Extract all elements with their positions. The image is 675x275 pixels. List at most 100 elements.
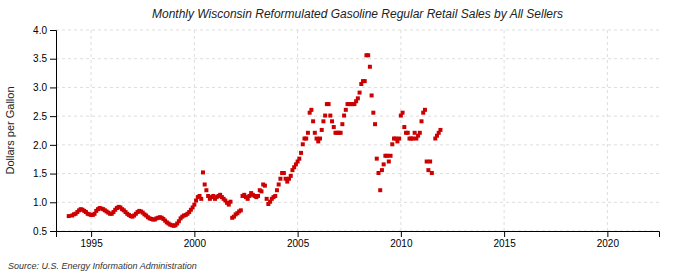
tick: 2020: [597, 231, 620, 249]
point: [342, 114, 346, 118]
point: [306, 131, 310, 135]
grid-line-y: [56, 202, 659, 203]
axis-line: [57, 232, 660, 238]
point: [275, 188, 279, 192]
tick-label: 3.5: [33, 53, 47, 64]
tick-label: 1.0: [33, 197, 47, 208]
grid-line-y: [56, 30, 659, 31]
point: [265, 197, 269, 201]
point: [332, 125, 336, 129]
grid-line-y: [56, 173, 659, 174]
tick: 3.5: [33, 53, 56, 64]
point: [344, 108, 348, 112]
point: [278, 177, 282, 181]
point: [385, 154, 389, 158]
chart-container: 1995 2000 2005 2010 2015 2020 0.5 1.0 1.5 2.0 2.5 3…: [0, 0, 675, 275]
grid-line-y: [56, 87, 659, 88]
point: [382, 162, 386, 166]
grid-line-y: [56, 58, 659, 59]
point: [192, 203, 196, 207]
tick: 1.5: [33, 168, 56, 179]
point: [256, 194, 260, 198]
point: [204, 188, 208, 192]
tick-mark: [50, 174, 56, 175]
point: [411, 137, 415, 141]
point: [397, 137, 401, 141]
point: [402, 125, 406, 129]
point: [413, 131, 417, 135]
points: [67, 53, 443, 228]
point: [358, 91, 362, 95]
grid-line-x: [504, 30, 505, 231]
grid-line-x: [607, 30, 608, 231]
point: [304, 137, 308, 141]
title: Monthly Wisconsin Reformulated Gasoline …: [152, 7, 563, 21]
point: [321, 119, 325, 123]
point: [239, 208, 243, 212]
tick: 4.0: [33, 25, 56, 36]
point: [378, 188, 382, 192]
grid-line-y: [56, 116, 659, 117]
tick: 0.5: [33, 226, 56, 237]
point: [330, 119, 334, 123]
tick: 1995: [80, 231, 103, 249]
point: [289, 174, 293, 178]
point: [228, 200, 232, 204]
point: [375, 157, 379, 161]
tick-mark: [50, 231, 56, 232]
tick-label: 2.0: [33, 140, 47, 151]
tick-mark: [298, 231, 299, 237]
tick-mark: [50, 116, 56, 117]
tick-label: 1995: [80, 238, 103, 249]
point: [282, 171, 286, 175]
point: [318, 137, 322, 141]
tick-label: 2005: [287, 238, 310, 249]
point: [430, 171, 434, 175]
tick-mark: [401, 231, 402, 237]
tick: 3.0: [33, 82, 56, 93]
point: [203, 182, 207, 186]
chart-svg: 1995 2000 2005 2010 2015 2020 0.5 1.0 1.5 2.0 2.5 3…: [0, 0, 675, 275]
point: [428, 160, 432, 164]
point: [401, 111, 405, 115]
point: [389, 154, 393, 158]
annotation: Source: U.S. Energy Information Administ…: [8, 261, 197, 271]
point: [377, 171, 381, 175]
point: [368, 65, 372, 69]
tick-label: 0.5: [33, 226, 47, 237]
point: [340, 122, 344, 126]
tick-label: 2015: [493, 238, 516, 249]
point: [259, 189, 263, 193]
tick-mark: [50, 87, 56, 88]
tick: 2005: [287, 231, 310, 249]
tick-mark: [50, 30, 56, 31]
point: [309, 108, 313, 112]
grid-line-x: [297, 30, 298, 231]
y-axis-title: Dollars per Gallon: [4, 86, 16, 174]
point: [301, 142, 305, 146]
y-axis: 0.5 1.0 1.5 2.0 2.5 3.0 3.5 4.0: [33, 25, 56, 237]
point: [323, 114, 327, 118]
point: [201, 170, 205, 174]
point: [438, 128, 442, 132]
tick-mark: [50, 202, 56, 203]
tick-label: 2000: [184, 238, 207, 249]
tick: 2010: [390, 231, 413, 249]
point: [299, 151, 303, 155]
tick-mark: [50, 145, 56, 146]
tick: 2.0: [33, 140, 56, 151]
point: [406, 131, 410, 135]
tick-mark: [194, 231, 195, 237]
point: [380, 168, 384, 172]
grid: [56, 30, 659, 231]
point: [194, 199, 198, 203]
point: [418, 131, 422, 135]
tick-label: 2.5: [33, 111, 47, 122]
point: [67, 214, 71, 218]
point: [339, 131, 343, 135]
point: [297, 157, 301, 161]
tick: 1.0: [33, 197, 56, 208]
grid-line-y: [56, 144, 659, 145]
point: [313, 131, 317, 135]
point: [420, 119, 424, 123]
